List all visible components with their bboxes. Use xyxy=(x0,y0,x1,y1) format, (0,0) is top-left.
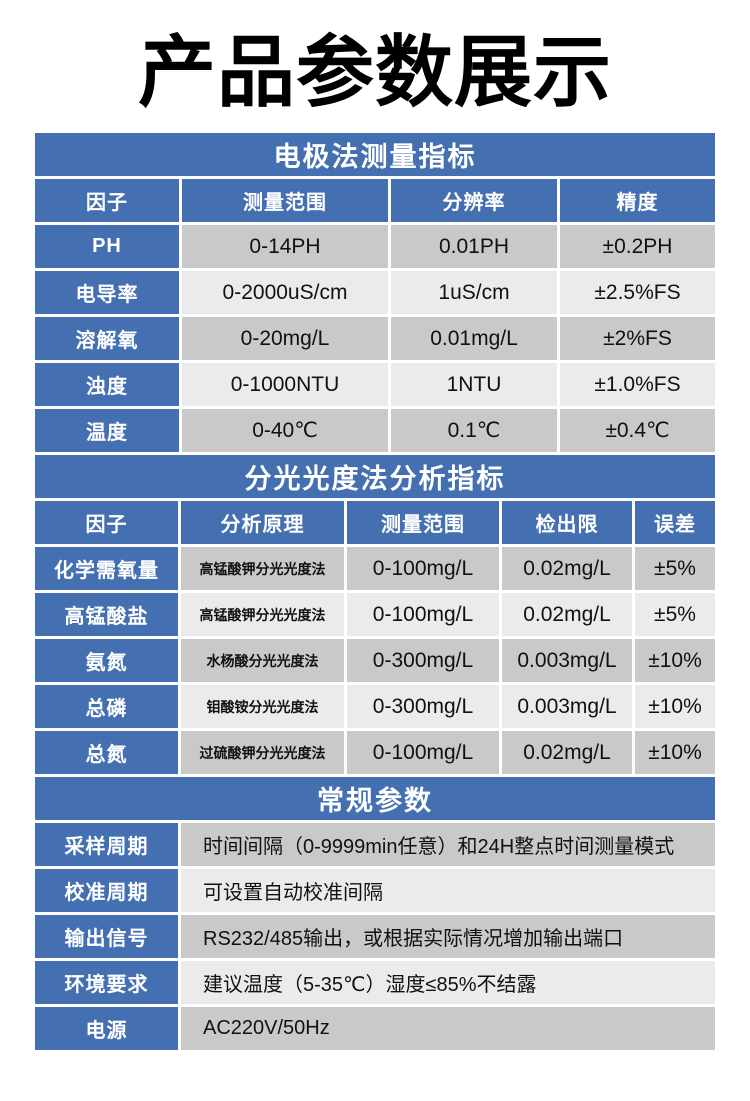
table-header-row: 因子 测量范围 分辨率 精度 xyxy=(35,179,715,222)
param-label: 输出信号 xyxy=(35,915,178,958)
spec-value: ±2%FS xyxy=(560,317,715,360)
analysis-principle: 过硫酸钾分光光度法 xyxy=(181,731,344,774)
param-value: 时间间隔（0-9999min任意）和24H整点时间测量模式 xyxy=(181,823,715,866)
table-row: 输出信号 RS232/485输出，或根据实际情况增加输出端口 xyxy=(35,915,715,958)
factor-label: 氨氮 xyxy=(35,639,178,682)
spec-value: 0.1℃ xyxy=(391,409,557,452)
table-row: 电导率 0-2000uS/cm 1uS/cm ±2.5%FS xyxy=(35,271,715,314)
spec-value: 0-300mg/L xyxy=(347,685,499,728)
spec-value: ±1.0%FS xyxy=(560,363,715,406)
param-value: AC220V/50Hz xyxy=(181,1007,715,1050)
column-header: 因子 xyxy=(35,501,178,544)
param-label: 电源 xyxy=(35,1007,178,1050)
param-label: 采样周期 xyxy=(35,823,178,866)
param-value: 建议温度（5-35℃）湿度≤85%不结露 xyxy=(181,961,715,1004)
analysis-principle: 高锰酸钾分光光度法 xyxy=(181,547,344,590)
spec-value: 0-100mg/L xyxy=(347,593,499,636)
column-header: 测量范围 xyxy=(182,179,388,222)
analysis-principle: 水杨酸分光光度法 xyxy=(181,639,344,682)
factor-label: 电导率 xyxy=(35,271,179,314)
column-header: 误差 xyxy=(635,501,715,544)
spec-value: 1uS/cm xyxy=(391,271,557,314)
column-header: 精度 xyxy=(560,179,715,222)
analysis-principle: 高锰酸钾分光光度法 xyxy=(181,593,344,636)
table-row: 浊度 0-1000NTU 1NTU ±1.0%FS xyxy=(35,363,715,406)
column-header: 检出限 xyxy=(502,501,632,544)
column-header: 测量范围 xyxy=(347,501,499,544)
spec-value: ±0.4℃ xyxy=(560,409,715,452)
spec-value: 1NTU xyxy=(391,363,557,406)
spec-value: 0-100mg/L xyxy=(347,731,499,774)
spec-value: 0.003mg/L xyxy=(502,639,632,682)
spec-value: 0-20mg/L xyxy=(182,317,388,360)
column-header: 因子 xyxy=(35,179,179,222)
spec-value: 0.01mg/L xyxy=(391,317,557,360)
param-value: 可设置自动校准间隔 xyxy=(181,869,715,912)
spec-value: ±10% xyxy=(635,639,715,682)
spec-value: ±5% xyxy=(635,593,715,636)
column-header: 分析原理 xyxy=(181,501,344,544)
spec-value: 0-1000NTU xyxy=(182,363,388,406)
factor-label: 溶解氧 xyxy=(35,317,179,360)
spec-value: ±10% xyxy=(635,731,715,774)
spec-value: 0-14PH xyxy=(182,225,388,268)
factor-label: 化学需氧量 xyxy=(35,547,178,590)
spec-value: ±0.2PH xyxy=(560,225,715,268)
factor-label: 温度 xyxy=(35,409,179,452)
spec-tables: 电极法测量指标 因子 测量范围 分辨率 精度 PH 0-14PH 0.01PH … xyxy=(35,133,715,1050)
table-row: PH 0-14PH 0.01PH ±0.2PH xyxy=(35,225,715,268)
param-label: 校准周期 xyxy=(35,869,178,912)
spec-value: 0.02mg/L xyxy=(502,731,632,774)
spec-value: ±2.5%FS xyxy=(560,271,715,314)
table-row: 校准周期 可设置自动校准间隔 xyxy=(35,869,715,912)
factor-label: 浊度 xyxy=(35,363,179,406)
table-row: 化学需氧量 高锰酸钾分光光度法 0-100mg/L 0.02mg/L ±5% xyxy=(35,547,715,590)
spec-value: ±10% xyxy=(635,685,715,728)
param-value: RS232/485输出，或根据实际情况增加输出端口 xyxy=(181,915,715,958)
section-title-electrode: 电极法测量指标 xyxy=(35,133,715,176)
section-title-general: 常规参数 xyxy=(35,777,715,820)
table-row: 采样周期 时间间隔（0-9999min任意）和24H整点时间测量模式 xyxy=(35,823,715,866)
spec-value: 0-2000uS/cm xyxy=(182,271,388,314)
spec-value: 0.01PH xyxy=(391,225,557,268)
table-row: 电源 AC220V/50Hz xyxy=(35,1007,715,1050)
analysis-principle: 钼酸铵分光光度法 xyxy=(181,685,344,728)
section-title-spectro: 分光光度法分析指标 xyxy=(35,455,715,498)
spec-value: 0.02mg/L xyxy=(502,593,632,636)
factor-label: 高锰酸盐 xyxy=(35,593,178,636)
spec-value: 0.003mg/L xyxy=(502,685,632,728)
table-row: 总氮 过硫酸钾分光光度法 0-100mg/L 0.02mg/L ±10% xyxy=(35,731,715,774)
page-title: 产品参数展示 xyxy=(137,28,612,116)
table-row: 高锰酸盐 高锰酸钾分光光度法 0-100mg/L 0.02mg/L ±5% xyxy=(35,593,715,636)
table-row: 环境要求 建议温度（5-35℃）湿度≤85%不结露 xyxy=(35,961,715,1004)
table-row: 氨氮 水杨酸分光光度法 0-300mg/L 0.003mg/L ±10% xyxy=(35,639,715,682)
table-header-row: 因子 分析原理 测量范围 检出限 误差 xyxy=(35,501,715,544)
column-header: 分辨率 xyxy=(391,179,557,222)
factor-label: 总氮 xyxy=(35,731,178,774)
param-label: 环境要求 xyxy=(35,961,178,1004)
table-row: 总磷 钼酸铵分光光度法 0-300mg/L 0.003mg/L ±10% xyxy=(35,685,715,728)
table-row: 温度 0-40℃ 0.1℃ ±0.4℃ xyxy=(35,409,715,452)
spec-value: 0-40℃ xyxy=(182,409,388,452)
factor-label: 总磷 xyxy=(35,685,178,728)
factor-label: PH xyxy=(35,225,179,268)
spec-value: 0-100mg/L xyxy=(347,547,499,590)
spec-value: ±5% xyxy=(635,547,715,590)
spec-value: 0-300mg/L xyxy=(347,639,499,682)
table-row: 溶解氧 0-20mg/L 0.01mg/L ±2%FS xyxy=(35,317,715,360)
spec-value: 0.02mg/L xyxy=(502,547,632,590)
